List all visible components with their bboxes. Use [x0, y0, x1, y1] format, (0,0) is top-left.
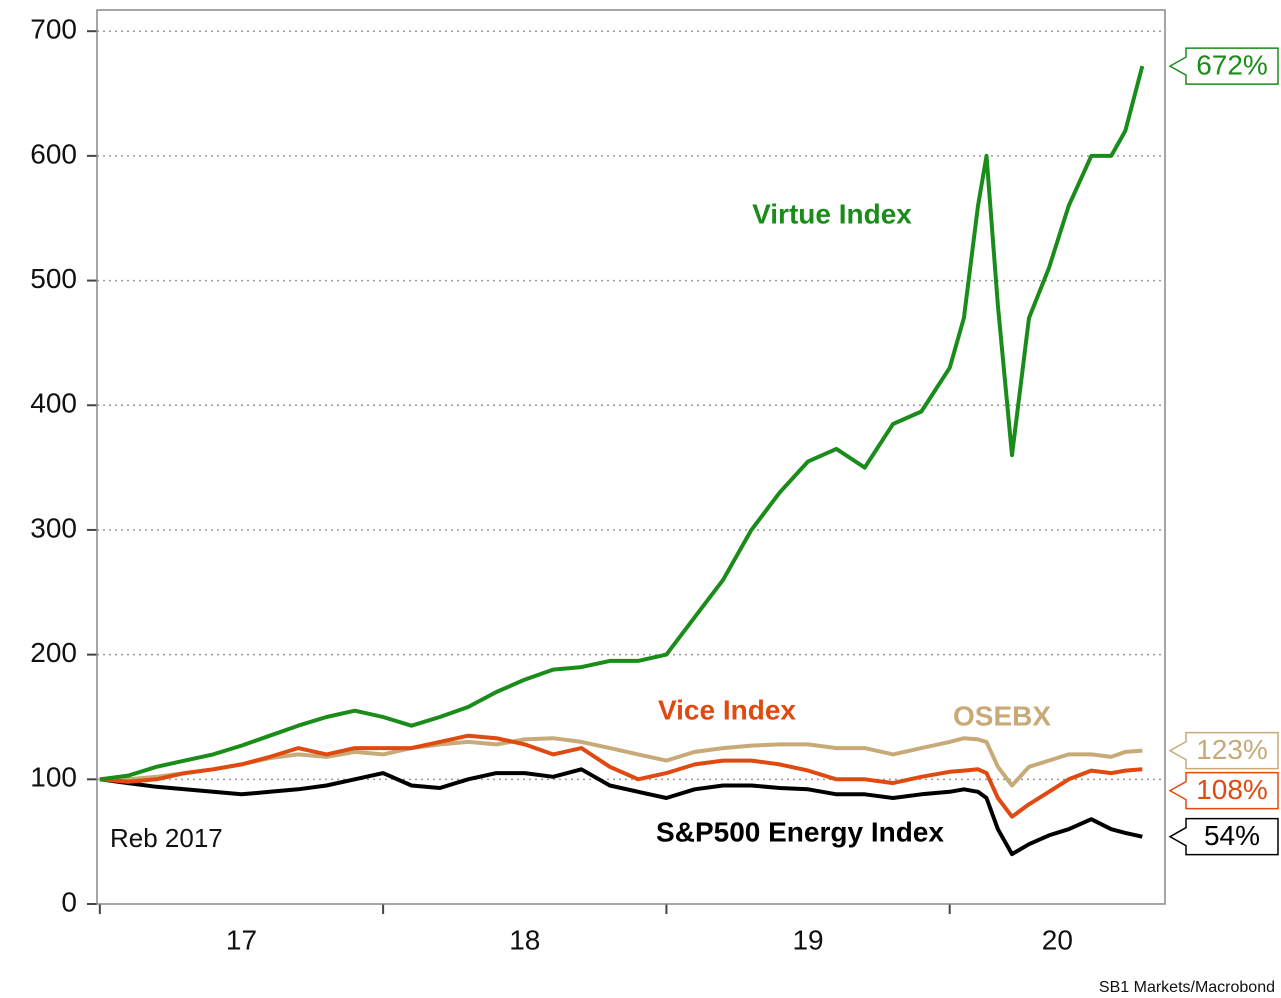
- y-tick-label: 300: [30, 512, 77, 543]
- series-line: [99, 733, 1143, 819]
- plot-frame: [96, 9, 1166, 905]
- source: SB1 Markets/Macrobond: [1099, 979, 1275, 996]
- x-tick-label: 19: [792, 924, 823, 955]
- rebase-note: Reb 2017: [110, 823, 223, 853]
- series-label: Vice Index: [658, 694, 796, 725]
- series-line: [99, 65, 1145, 782]
- end-label: 54%: [1204, 820, 1260, 851]
- end-label-box: [1168, 771, 1279, 810]
- y-tick-label: 200: [30, 637, 77, 668]
- end-label-box: [1168, 731, 1279, 770]
- y-tick-label: 0: [61, 886, 77, 917]
- x-tick-label: 20: [1042, 924, 1073, 955]
- end-label: 123%: [1196, 734, 1268, 765]
- y-tick-label: 500: [30, 263, 77, 294]
- series-line: [99, 767, 1143, 857]
- y-tick-label: 600: [30, 138, 77, 169]
- y-tick-label: 100: [30, 762, 77, 793]
- x-tick-label: 18: [509, 924, 540, 955]
- series-label: OSEBX: [953, 700, 1051, 731]
- end-label-box: [1168, 817, 1279, 856]
- series-label: S&P500 Energy Index: [656, 816, 944, 847]
- x-tick-label: 17: [226, 924, 257, 955]
- end-label: 672%: [1196, 49, 1268, 80]
- end-label: 108%: [1196, 774, 1268, 805]
- series-label: Virtue Index: [752, 198, 912, 229]
- series-line: [99, 736, 1143, 788]
- end-label-box: [1168, 47, 1279, 85]
- y-tick-label: 700: [30, 14, 77, 45]
- y-tick-label: 400: [30, 388, 77, 419]
- plot: 0 100 200 300 400 500 600 700 17 18 19 20 672% 123% 10…: [30, 9, 1279, 955]
